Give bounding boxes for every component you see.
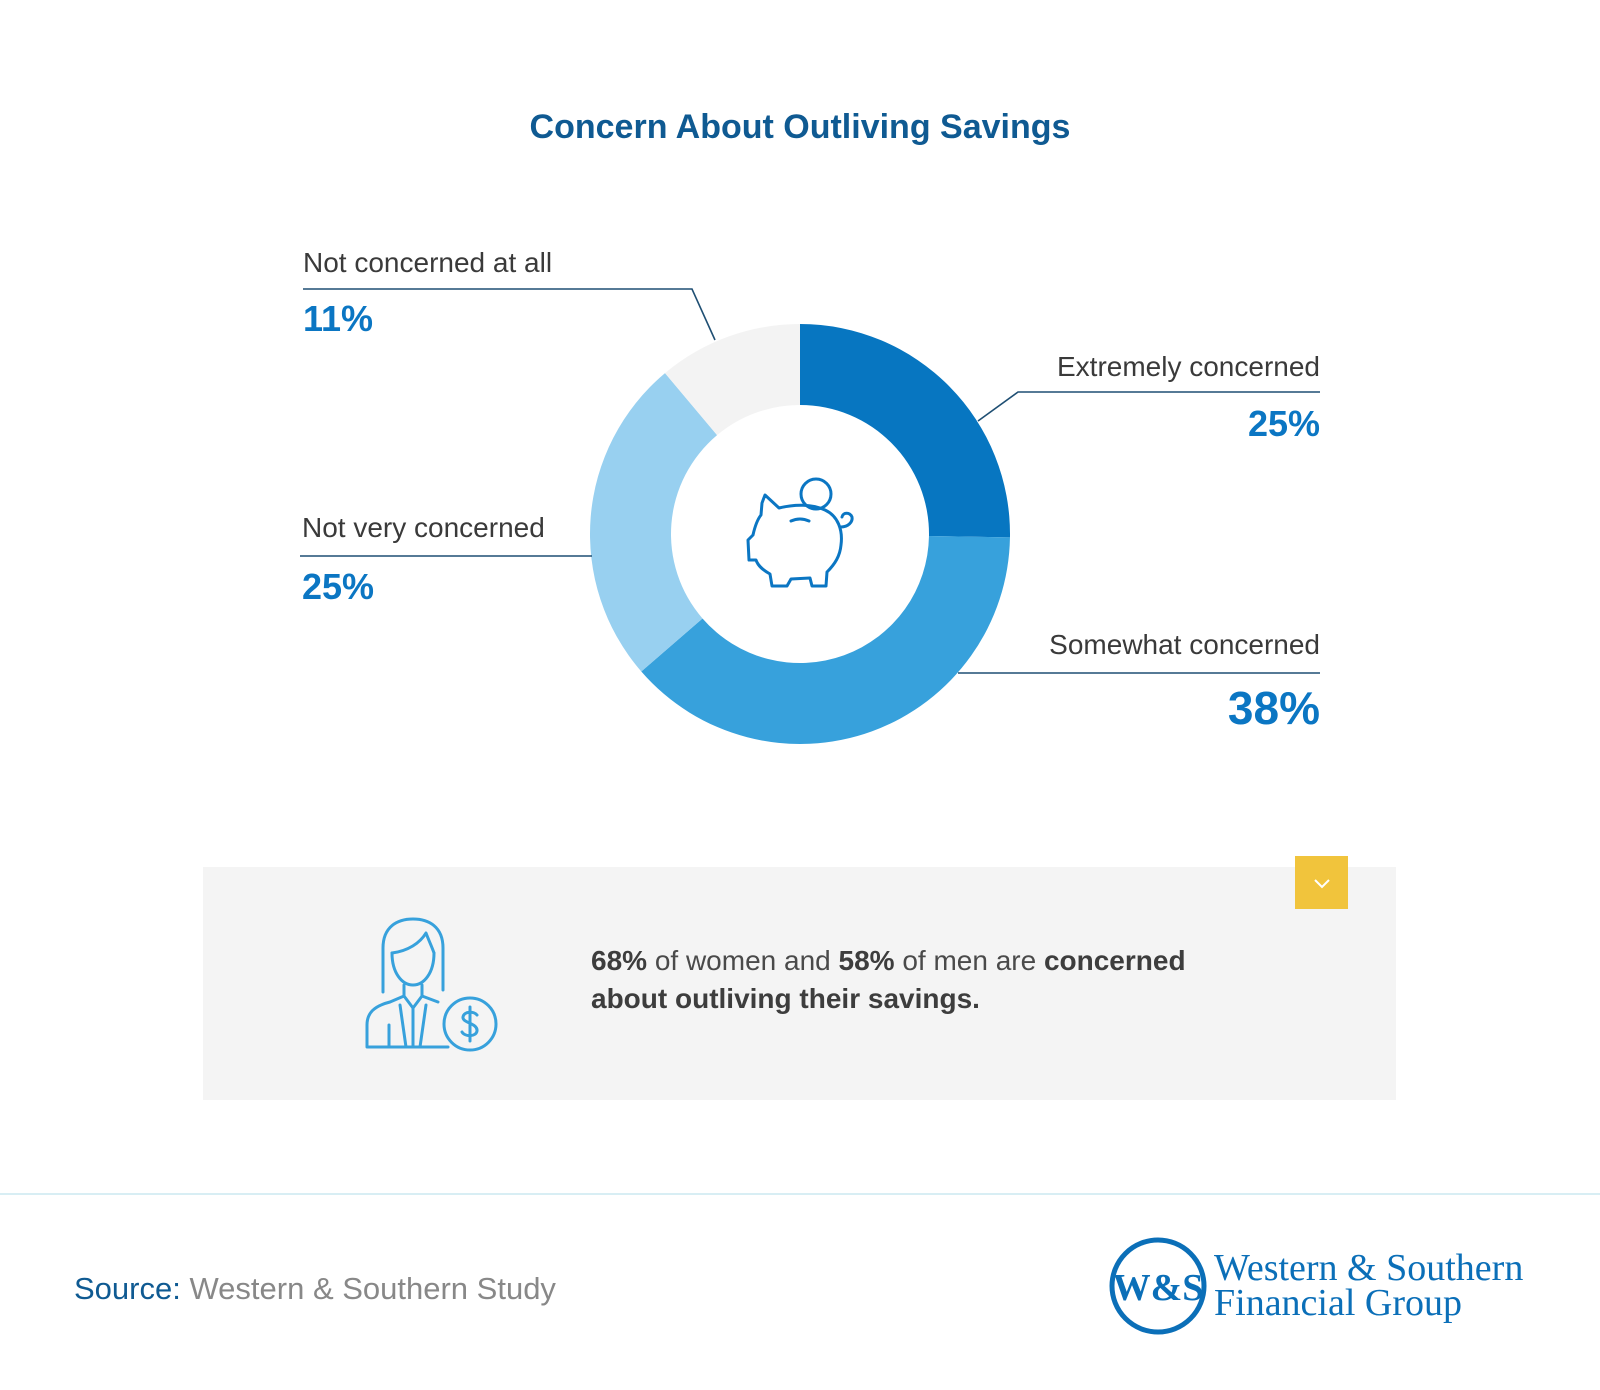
men-pct: 58% xyxy=(838,945,895,976)
donut-slice-not-very-concerned xyxy=(590,373,718,672)
donut-slice-extremely-concerned xyxy=(800,324,1010,538)
donut-chart xyxy=(300,288,1320,744)
page-title: Concern About Outliving Savings xyxy=(529,108,1071,146)
footer-divider xyxy=(0,1193,1600,1195)
leader-lines xyxy=(300,288,1320,674)
chevron-down-icon xyxy=(1313,878,1330,888)
label-not-very-concerned: Not very concerned xyxy=(302,512,545,543)
woman-dollar-icon xyxy=(365,917,498,1052)
value-somewhat-concerned: 38% xyxy=(1227,682,1320,734)
insight-text: 68% of women and 58% of men are concerne… xyxy=(591,942,1251,1018)
logo-line1: Western & Southern xyxy=(1214,1247,1524,1289)
value-not-very-concerned: 25% xyxy=(302,566,375,607)
value-extremely-concerned: 25% xyxy=(1247,403,1320,444)
donut-slice-not-concerned-at-all xyxy=(665,324,800,436)
logo-line2: Financial Group xyxy=(1214,1282,1463,1324)
source-label: Source: xyxy=(74,1271,181,1306)
insight-box xyxy=(203,867,1396,1100)
leader-not-at-all xyxy=(303,288,716,341)
expand-button[interactable] xyxy=(1295,856,1348,909)
donut-slice-somewhat-concerned xyxy=(641,536,1010,744)
leader-extremely xyxy=(977,391,1320,422)
label-not-concerned-at-all: Not concerned at all xyxy=(303,247,553,278)
label-extremely-concerned: Extremely concerned xyxy=(1056,351,1320,382)
company-logo-text: Western & Southern Financial Group xyxy=(1214,1247,1524,1324)
source-value: Western & Southern Study xyxy=(189,1271,556,1306)
company-logo-mark: W&S xyxy=(1109,1237,1207,1335)
source-line: Source: Western & Southern Study xyxy=(74,1271,556,1307)
piggy-bank-icon xyxy=(746,477,854,588)
insight-text-1: of women and xyxy=(647,945,839,976)
logo-monogram: W&S xyxy=(1113,1267,1204,1309)
label-somewhat-concerned: Somewhat concerned xyxy=(1049,629,1320,660)
women-pct: 68% xyxy=(591,945,648,976)
insight-text-2: of men are xyxy=(894,945,1044,976)
value-not-concerned-at-all: 11% xyxy=(303,298,374,339)
insight-emphasis: concerned about outliving their savings. xyxy=(591,945,1186,1014)
